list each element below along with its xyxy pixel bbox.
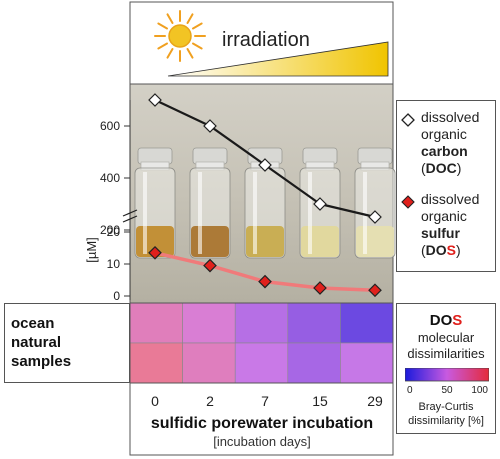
dos-point [148, 245, 162, 260]
y-axis-label: [µM] [84, 237, 99, 263]
y-tick-label: 20 [107, 225, 121, 239]
vial [354, 147, 396, 259]
x-axis-sublabel: [incubation days] [213, 434, 311, 449]
legend: dissolved organic carbon (DOC) dissolved… [396, 100, 496, 272]
sun-ray [166, 47, 174, 59]
heatmap [129, 302, 394, 384]
x-tick-label: 15 [312, 393, 328, 409]
heatmap-cell [340, 302, 394, 344]
y-tick-label: 10 [107, 257, 121, 271]
colorbar-tick-0: 0 [407, 385, 413, 396]
x-tick-label: 29 [367, 393, 383, 409]
doc-legend-line-1: dissolved [421, 109, 480, 125]
x-tick-label: 0 [151, 393, 159, 409]
sun-ray [186, 13, 194, 25]
sun-ray [186, 47, 194, 59]
vial [299, 147, 341, 259]
dos-legend-line-2: organic [421, 208, 467, 224]
dos-legend-line-1: dissolved [421, 191, 480, 207]
dos-legend-line-4: (DOS) [421, 242, 461, 258]
colorbar: 0 50 100 [405, 368, 489, 396]
sun-ray [166, 13, 174, 25]
dos-point [368, 283, 382, 298]
sun-icon [154, 10, 206, 62]
x-tick-label: 7 [261, 393, 269, 409]
y-tick-label: 400 [100, 171, 120, 185]
heatmap-cell [129, 342, 183, 384]
heatmap-cell [182, 342, 236, 384]
samples-title-line-3: samples [11, 353, 72, 370]
vial [244, 147, 286, 259]
y-tick-label: 200 [100, 223, 120, 237]
sun-ray [157, 22, 169, 30]
heatmap-cell [287, 342, 341, 384]
samples-title-line-2: natural [11, 334, 62, 351]
vial [134, 147, 176, 259]
colorbar-title: DOS [429, 312, 463, 329]
colorbar-tick-100: 100 [471, 385, 488, 396]
colorbar-tick-50: 50 [441, 385, 453, 396]
y-ticks: 200 400 600 0 10 20 [100, 119, 130, 303]
doc-point [313, 197, 327, 211]
irradiation-wedge [167, 41, 389, 77]
x-tick-label: 2 [206, 393, 214, 409]
dos-point [258, 274, 272, 289]
colorbar-label-line-2: dissimilarity [%] [408, 415, 484, 427]
x-ticks: 0 2 7 15 29 [151, 393, 383, 409]
colorbar-subtitle: molecular dissimilarities [397, 330, 495, 362]
doc-marker-icon [401, 113, 415, 127]
sun-ray [157, 42, 169, 50]
heatmap-cell [234, 342, 289, 384]
samples-title: ocean natural samples [11, 314, 71, 371]
heatmap-cell [340, 342, 394, 384]
heatmap-cell [129, 302, 183, 344]
doc-point [203, 119, 217, 133]
doc-legend-line-4: (DOC) [421, 160, 462, 176]
y-tick-label: 0 [113, 289, 120, 303]
dos-point [313, 281, 327, 295]
doc-legend-label: dissolved organic carbon (DOC) [421, 109, 479, 177]
dos-point [203, 258, 217, 273]
series-layer [148, 93, 382, 298]
heatmap-cell [287, 302, 341, 344]
colorbar-label: Bray-Curtis dissimilarity [%] [397, 400, 495, 428]
doc-legend-line-3: carbon [421, 143, 468, 159]
dos-legend-line-3: sulfur [421, 225, 460, 241]
samples-title-line-1: ocean [11, 315, 55, 332]
sun-ray [191, 42, 203, 50]
colorbar-subtitle-line-2: dissimilarities [407, 346, 485, 361]
x-axis-label: sulfidic porewater incubation [151, 415, 373, 432]
vial [189, 147, 231, 259]
axis-break [122, 209, 138, 223]
colorbar-subtitle-line-1: molecular [417, 330, 475, 345]
y-tick-label: 600 [100, 119, 120, 133]
irradiation-label: irradiation [222, 29, 310, 51]
doc-point [148, 93, 162, 107]
heatmap-cell [182, 302, 236, 344]
dos-legend-label: dissolved organic sulfur (DOS) [421, 191, 479, 259]
x-axis-box [129, 382, 394, 456]
doc-point [368, 210, 382, 224]
heatmap-cell [234, 302, 289, 344]
doc-point [258, 158, 272, 172]
sun-ray [191, 22, 203, 30]
colorbar-label-line-1: Bray-Curtis [418, 401, 474, 413]
dos-marker-icon [401, 195, 415, 209]
colorbar-legend: DOS molecular dissimilarities 0 50 100 B… [396, 303, 496, 434]
samples-box: ocean natural samples [4, 303, 130, 383]
sun-disc [168, 24, 192, 48]
doc-legend-line-2: organic [421, 126, 467, 142]
